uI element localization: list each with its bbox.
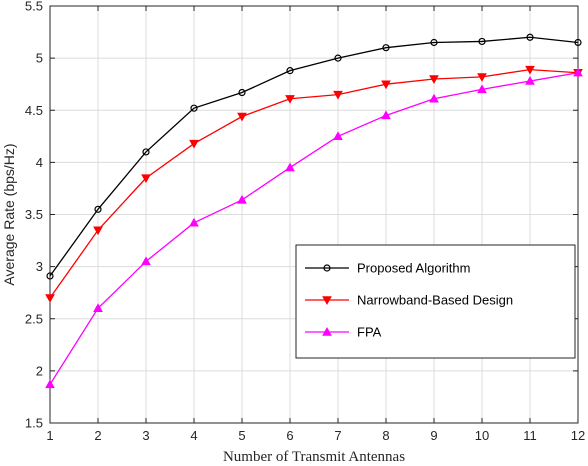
data-point [94,205,102,213]
x-tick-label: 6 [286,428,293,443]
legend-marker [322,326,332,336]
x-tick-label: 4 [190,428,197,443]
data-point [429,93,439,103]
x-tick-label: 12 [571,428,585,443]
x-tick-label: 1 [46,428,53,443]
legend-label: FPA [357,325,382,340]
data-point [189,217,199,227]
data-point [286,67,294,75]
x-tick-label: 8 [382,428,389,443]
data-point [45,379,55,389]
y-tick-label: 1.5 [25,416,43,431]
data-point [190,104,198,112]
y-tick-label: 2 [36,363,43,378]
data-point [141,256,151,266]
data-point [46,272,54,280]
legend-entry: Narrowband-Based Design [305,293,513,308]
data-point [45,294,55,303]
x-tick-label: 11 [523,428,537,443]
x-tick-label: 10 [475,428,489,443]
data-point [573,67,583,77]
x-tick-label: 2 [94,428,101,443]
legend: Proposed Algorithm Narrowband-Based Desig… [295,244,576,359]
data-point [333,90,343,100]
data-point [237,194,247,204]
data-point [574,38,582,47]
data-point [429,75,439,85]
data-point [525,65,535,75]
data-point [189,139,199,149]
series-1 [46,33,582,280]
y-tick-label: 2.5 [25,311,43,326]
axis-ticks: 1 2 3 4 5 6 7 8 9 10 11 121.522.533.544.555.5 [25,0,585,443]
x-axis-title: Number of Transmit Antennas [223,449,405,465]
y-tick-label: 4.5 [25,103,43,118]
series-line [49,36,579,277]
data-point [381,110,391,120]
legend-entry: Proposed Algorithm [305,261,470,276]
y-tick-label: 5.5 [25,0,43,14]
grid-lines [49,5,579,424]
x-tick-label: 3 [142,428,149,443]
series-line [49,72,579,385]
series-line [49,68,579,299]
data-point [478,37,486,46]
legend-label: Narrowband-Based Design [357,293,513,308]
data-point [142,148,150,156]
legend-entry: FPA [305,325,382,340]
data-point [237,112,247,122]
legend-label: Proposed Algorithm [357,261,470,276]
data-point [285,162,295,172]
y-axis-title: Average Rate (bps/Hz) [1,143,17,285]
x-tick-label: 5 [238,428,245,443]
legend-marker [323,264,331,272]
data-point [141,174,151,184]
y-tick-label: 5 [36,51,43,66]
data-point [333,131,343,141]
data-point [334,54,342,62]
series-3 [45,67,583,389]
data-point [381,80,391,90]
y-tick-label: 4 [36,155,43,170]
data-point [93,226,103,236]
y-tick-label: 3.5 [25,207,43,222]
y-tick-label: 3 [36,259,43,274]
data-point [382,44,390,52]
data-point [477,73,487,82]
x-tick-label: 9 [430,428,437,443]
legend-marker [322,296,332,306]
data-point [285,95,295,104]
data-point [430,38,438,47]
data-point [525,76,535,85]
data-point [238,88,246,97]
series-layer [45,33,583,389]
legend-box [295,244,576,359]
data-point [93,303,103,313]
x-tick-label: 7 [334,428,341,443]
data-point [526,33,534,41]
data-point [477,84,487,94]
